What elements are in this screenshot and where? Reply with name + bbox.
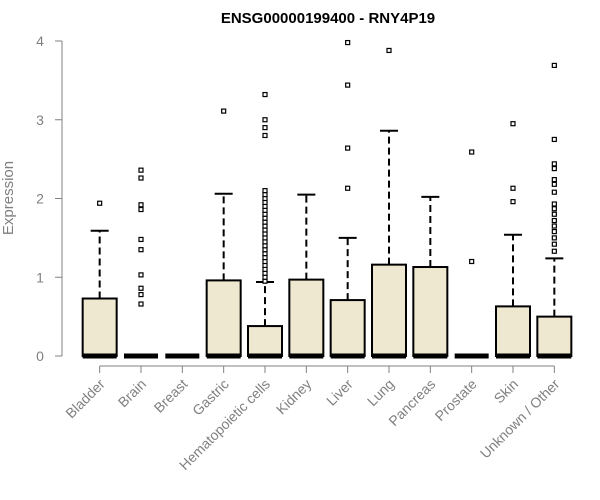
outlier-point: [138, 167, 144, 173]
box-group: [536, 62, 573, 359]
x-tick-label: Kidney: [273, 376, 315, 418]
outlier-point: [551, 189, 557, 195]
x-tick-label: Liver: [323, 376, 356, 409]
box-group: [81, 200, 118, 359]
outlier-point: [138, 202, 144, 208]
outlier-point: [551, 235, 557, 241]
box-group: [205, 108, 242, 359]
outlier-point: [262, 117, 268, 123]
box-group: [412, 195, 449, 359]
x-tick-label: Bladder: [62, 376, 108, 422]
outlier-point: [551, 248, 557, 254]
outlier-point: [262, 188, 268, 194]
y-tick-label: 1: [36, 269, 44, 285]
chart-title: ENSG00000199400 - RNY4P19: [221, 10, 435, 27]
outlier-point: [551, 177, 557, 183]
outlier-point: [551, 206, 557, 212]
box-group: [329, 39, 366, 359]
outlier-point: [262, 132, 268, 139]
box-body: [288, 278, 325, 357]
box-body: [247, 325, 283, 358]
outlier-point: [551, 217, 557, 224]
outlier-point: [262, 91, 268, 98]
outlier-point: [138, 291, 144, 298]
y-axis: 0 1 2 3 4: [36, 33, 63, 364]
outlier-point: [138, 236, 144, 243]
box-group: [454, 149, 489, 359]
outlier-point: [510, 199, 516, 205]
outlier-point: [345, 39, 351, 46]
y-tick-label: 0: [36, 348, 44, 364]
box-body: [536, 315, 573, 357]
x-tick-label: Breast: [151, 376, 191, 416]
y-tick-label: 3: [36, 112, 44, 128]
outlier-point: [551, 211, 557, 217]
x-tick-label: Lung: [364, 376, 397, 409]
y-axis-title: Expression: [0, 161, 17, 235]
box-body: [412, 266, 449, 358]
outlier-point: [510, 121, 516, 127]
y-tick-label: 4: [36, 33, 44, 49]
box-body: [329, 299, 366, 357]
outlier-point: [386, 47, 392, 54]
box-body: [495, 305, 531, 358]
outlier-point: [551, 228, 557, 235]
outlier-point: [510, 185, 516, 191]
outlier-point: [138, 175, 144, 181]
box-group: [495, 121, 531, 359]
outlier-point: [551, 62, 557, 69]
outlier-point: [551, 161, 557, 167]
outlier-point: [138, 285, 144, 291]
box-group: [124, 167, 158, 359]
box-body: [81, 297, 118, 358]
outlier-point: [469, 149, 475, 155]
box-body: [371, 263, 407, 357]
outlier-point: [551, 136, 557, 143]
y-tick-label: 2: [36, 191, 44, 207]
outlier-point: [551, 241, 557, 247]
box-body: [205, 279, 242, 357]
outlier-point: [138, 272, 144, 278]
outlier-point: [138, 247, 144, 253]
box-group: [288, 193, 325, 359]
box-group: [371, 47, 407, 359]
box-group: [247, 91, 283, 359]
outlier-point: [345, 185, 351, 191]
outlier-point: [551, 165, 557, 172]
outlier-point: [138, 206, 144, 213]
x-tick-label: Brain: [115, 376, 149, 410]
outlier-point: [345, 145, 351, 151]
outlier-point: [97, 200, 103, 206]
x-tick-label: Prostate: [432, 376, 480, 424]
outlier-point: [551, 223, 557, 229]
outlier-point: [551, 181, 557, 187]
outlier-point: [138, 301, 144, 307]
outlier-point: [262, 125, 268, 131]
x-tick-label: Skin: [491, 376, 522, 407]
outlier-point: [221, 108, 227, 114]
outlier-point: [345, 82, 351, 88]
box-series: [81, 39, 573, 359]
outlier-point: [469, 258, 475, 265]
outlier-point: [551, 201, 557, 207]
